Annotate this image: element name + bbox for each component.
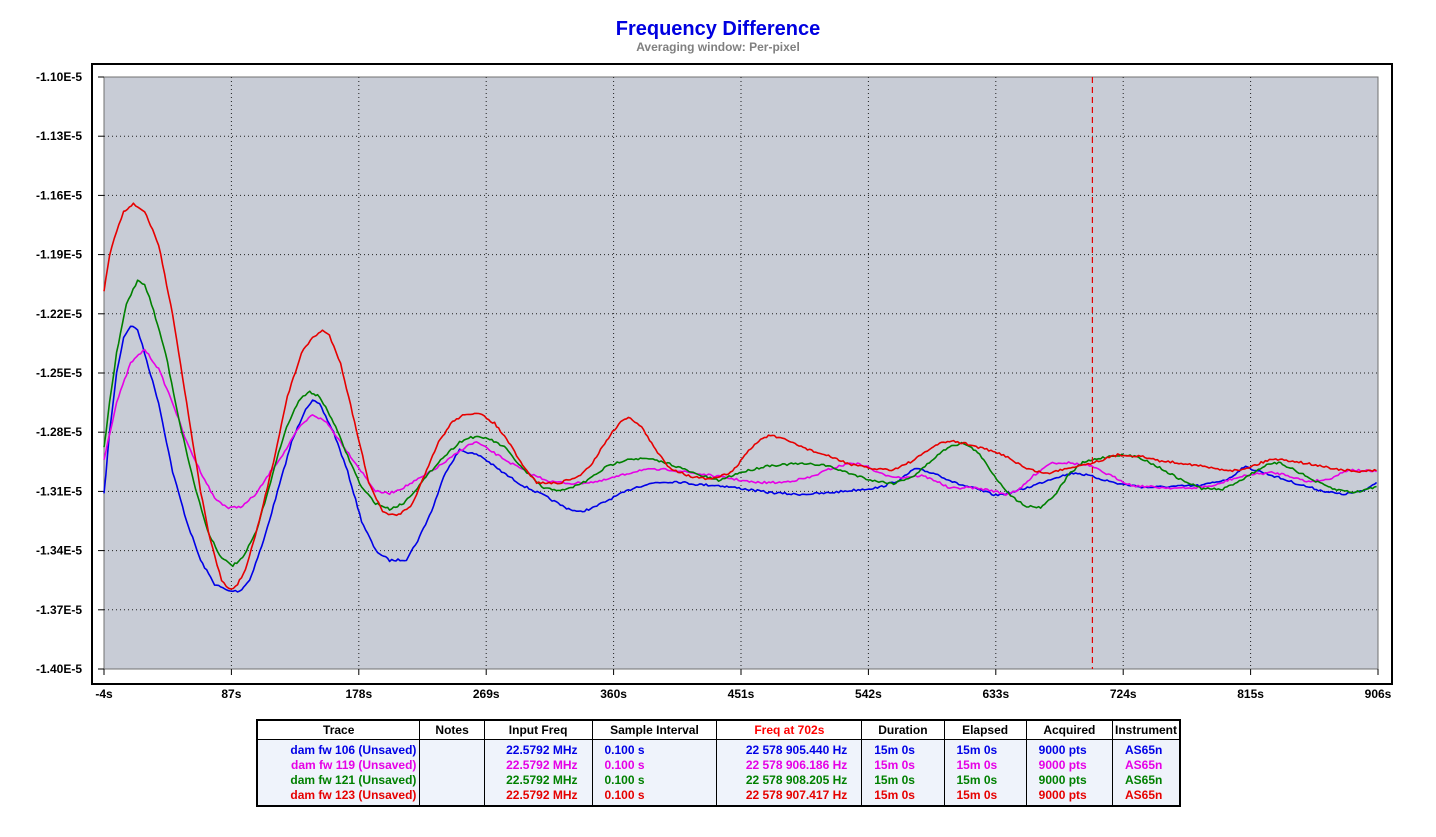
header-sample-interval: Sample Interval [591,719,718,740]
grid-lines [104,77,1378,669]
legend-cell-elapsed: 15m 0s [943,758,1027,773]
x-tick-label: 815s [1237,687,1264,701]
legend-row[interactable]: dam fw 121 (Unsaved) 22.5792 MHz 0.100 s 22… [256,773,1181,788]
x-tick-label: 360s [600,687,627,701]
x-tick-label: 451s [728,687,755,701]
legend-cell-notes [419,758,485,773]
header-freq-at: Freq at 702s [716,719,863,740]
legend-cell-input-freq: 22.5792 MHz [483,739,593,758]
legend-cell-instrument: AS65n [1111,788,1181,806]
y-tick-label: -1.28E-5 [36,425,82,439]
header-acquired: Acquired [1025,719,1113,740]
y-tick-label: -1.13E-5 [36,129,82,143]
legend-cell-input-freq: 22.5792 MHz [483,758,593,773]
y-tick-label: -1.10E-5 [36,70,82,84]
y-tick-label: -1.22E-5 [36,307,82,321]
legend-cell-acquired: 9000 pts [1025,773,1113,788]
legend-cell-sample-interval: 0.100 s [591,773,718,788]
y-tick-label: -1.37E-5 [36,603,82,617]
x-tick-label: 178s [345,687,372,701]
x-tick-label: 633s [982,687,1009,701]
legend-cell-trace: dam fw 119 (Unsaved) [256,758,421,773]
x-tick-label: 269s [473,687,500,701]
y-tick-label: -1.34E-5 [36,544,82,558]
legend-cell-acquired: 9000 pts [1025,739,1113,758]
legend-cell-trace: dam fw 121 (Unsaved) [256,773,421,788]
legend-cell-sample-interval: 0.100 s [591,758,718,773]
legend-cell-elapsed: 15m 0s [943,788,1027,806]
legend-cell-duration: 15m 0s [861,758,945,773]
header-duration: Duration [861,719,945,740]
legend-cell-freq-at: 22 578 908.205 Hz [716,773,863,788]
y-tick-label: -1.31E-5 [36,484,82,498]
legend-cell-trace: dam fw 123 (Unsaved) [256,788,421,806]
legend-cell-instrument: AS65n [1111,739,1181,758]
legend-cell-acquired: 9000 pts [1025,788,1113,806]
legend-cell-notes [419,773,485,788]
legend-cell-instrument: AS65n [1111,758,1181,773]
legend-cell-acquired: 9000 pts [1025,758,1113,773]
plot-area[interactable]: -4s 87s 178s 269s 360s 451s 542s 633s 724s 815s 90… [0,0,1436,715]
header-trace: Trace [256,719,421,740]
series-line [103,325,1378,593]
y-tick-label: -1.25E-5 [36,366,82,380]
series-lines [103,202,1378,593]
legend-cell-input-freq: 22.5792 MHz [483,773,593,788]
legend-header-row: Trace Notes Input Freq Sample Interval F… [256,719,1181,740]
legend-row[interactable]: dam fw 106 (Unsaved) 22.5792 MHz 0.100 s 22… [256,739,1181,758]
axis-labels: -4s 87s 178s 269s 360s 451s 542s 633s 724s 815s 90… [36,70,1392,701]
header-input-freq: Input Freq [483,719,593,740]
chart-subtitle: Averaging window: Per-pixel [636,40,800,54]
header-elapsed: Elapsed [943,719,1027,740]
series-line [103,348,1378,510]
y-tick-label: -1.16E-5 [36,188,82,202]
legend-cell-sample-interval: 0.100 s [591,788,718,806]
legend-cell-instrument: AS65n [1111,773,1181,788]
legend-cell-elapsed: 15m 0s [943,773,1027,788]
legend-cell-freq-at: 22 578 907.417 Hz [716,788,863,806]
series-line [103,202,1377,590]
header-instrument: Instrument [1111,719,1181,740]
x-tick-label: 542s [855,687,882,701]
legend-row[interactable]: dam fw 123 (Unsaved) 22.5792 MHz 0.100 s 22… [256,788,1181,806]
y-tick-label: -1.40E-5 [36,662,82,676]
legend-cell-elapsed: 15m 0s [943,739,1027,758]
legend-cell-freq-at: 22 578 906.186 Hz [716,758,863,773]
x-tick-label: 906s [1365,687,1392,701]
legend-cell-notes [419,739,485,758]
header-notes: Notes [419,719,485,740]
series-line [103,279,1377,568]
legend-table: Trace Notes Input Freq Sample Interval F… [256,719,1181,807]
legend-cell-duration: 15m 0s [861,739,945,758]
legend-cell-duration: 15m 0s [861,788,945,806]
legend-cell-trace: dam fw 106 (Unsaved) [256,739,421,758]
chart-title: Frequency Difference [615,18,821,40]
legend-cell-notes [419,788,485,806]
x-tick-label: -4s [95,687,113,701]
legend-row[interactable]: dam fw 119 (Unsaved) 22.5792 MHz 0.100 s 22… [256,758,1181,773]
legend-cell-sample-interval: 0.100 s [591,739,718,758]
y-tick-label: -1.19E-5 [36,248,82,262]
legend-cell-duration: 15m 0s [861,773,945,788]
x-tick-label: 724s [1110,687,1137,701]
legend-cell-freq-at: 22 578 905.440 Hz [716,739,863,758]
x-tick-label: 87s [221,687,241,701]
legend-cell-input-freq: 22.5792 MHz [483,788,593,806]
